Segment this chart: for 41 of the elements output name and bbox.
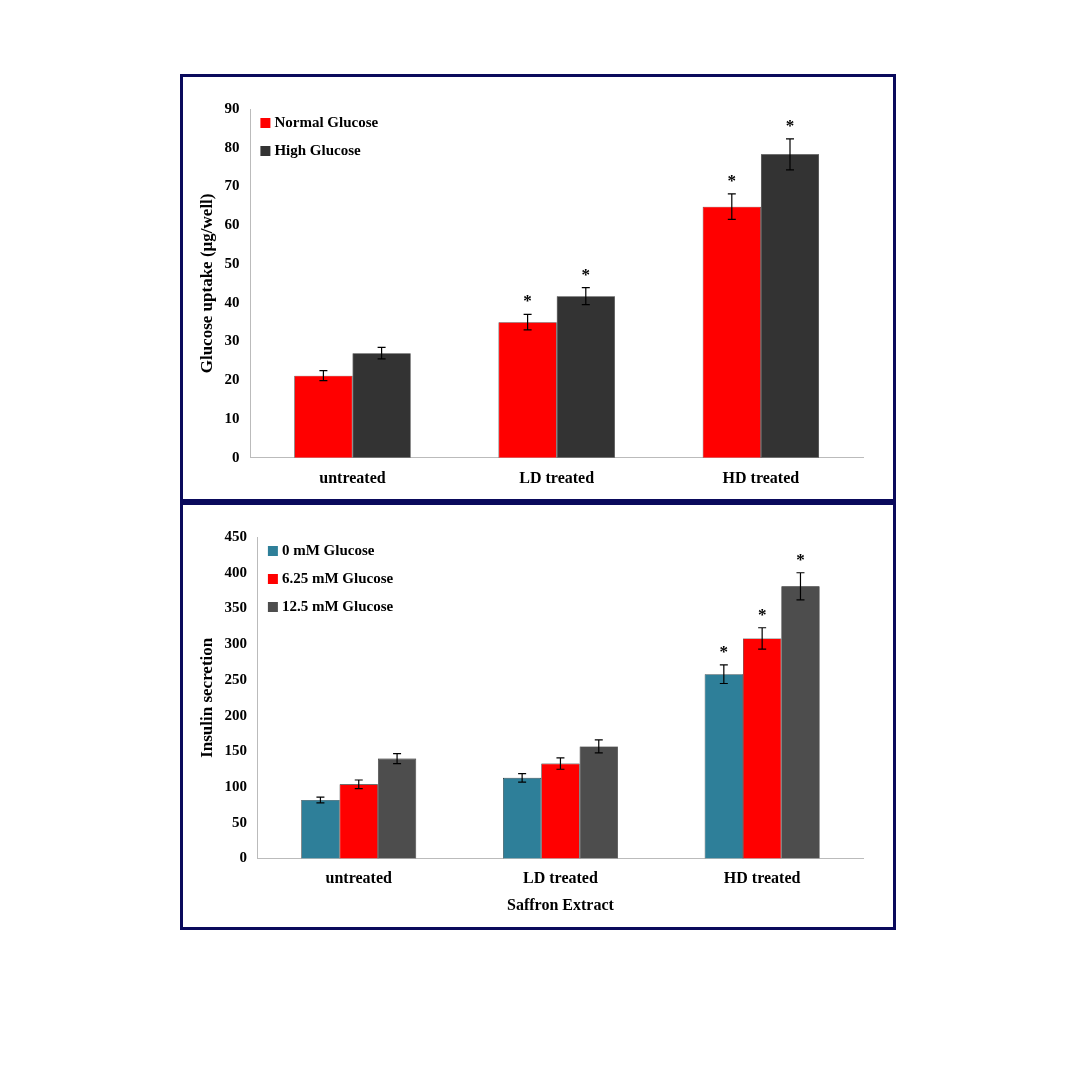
- y-tick-label: 80: [224, 138, 240, 155]
- x-tick-label: untreated: [325, 869, 393, 887]
- y-tick-label: 90: [224, 99, 240, 116]
- y-tick-label: 450: [224, 527, 247, 544]
- legend-label: Normal Glucose: [274, 113, 379, 130]
- y-tick-label: 20: [224, 371, 240, 388]
- data-label: *: [796, 549, 805, 569]
- data-label: *: [581, 264, 591, 284]
- y-tick-label: 30: [224, 332, 240, 349]
- x-tick-label: HD treated: [722, 468, 800, 486]
- data-label: *: [523, 291, 532, 311]
- y-tick-label: 0: [239, 849, 247, 866]
- y-tick-label: 350: [224, 599, 247, 616]
- y-tick-label: 50: [231, 813, 247, 830]
- x-axis-title: Saffron Extract: [507, 895, 615, 913]
- data-label: *: [785, 115, 795, 135]
- data-label: *: [719, 641, 729, 661]
- y-tick-label: 200: [224, 706, 247, 723]
- y-axis-title: Insulin secretion: [196, 637, 216, 758]
- y-tick-label: 150: [224, 742, 247, 759]
- y-tick-label: 300: [224, 635, 247, 652]
- y-tick-label: 0: [231, 448, 240, 465]
- legend-label: 6.25 mM Glucose: [281, 569, 394, 586]
- y-tick-label: 40: [224, 293, 240, 310]
- y-tick-label: 70: [224, 177, 240, 194]
- y-tick-label: 400: [224, 563, 247, 580]
- data-label: *: [727, 170, 737, 190]
- legend-label: High Glucose: [274, 141, 361, 158]
- x-tick-label: untreated: [319, 468, 386, 486]
- x-tick-label: LD treated: [523, 869, 598, 887]
- legend-label: 12.5 mM Glucose: [281, 597, 394, 614]
- y-tick-label: 250: [224, 670, 247, 687]
- x-tick-label: LD treated: [519, 468, 595, 486]
- legend-label: 0 mM Glucose: [281, 541, 375, 558]
- x-tick-label: HD treated: [723, 869, 801, 887]
- y-axis-title: Glucose uptake (µg/well): [196, 193, 216, 374]
- y-tick-label: 60: [224, 216, 240, 233]
- y-tick-label: 50: [224, 254, 240, 271]
- data-label: *: [757, 604, 767, 624]
- y-tick-label: 100: [224, 778, 247, 795]
- y-tick-label: 10: [224, 409, 240, 426]
